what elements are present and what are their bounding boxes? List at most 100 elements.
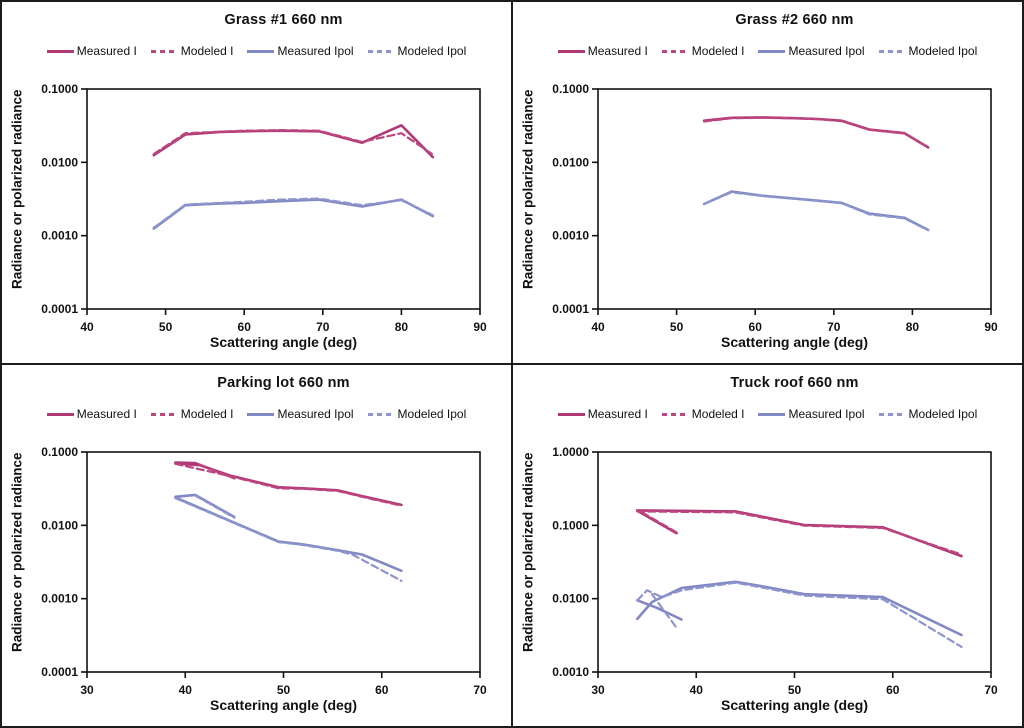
x-tick-label: 60 — [749, 320, 763, 334]
dashed-line-swatch — [367, 49, 395, 53]
legend-item: Measured I — [46, 407, 137, 421]
y-tick-label: 0.0100 — [552, 155, 589, 169]
x-tick-label: 80 — [395, 320, 409, 334]
y-tick-label: 0.1000 — [552, 82, 589, 96]
dashed-line-swatch — [661, 49, 689, 53]
legend-item: Modeled I — [661, 44, 745, 58]
solid-line-swatch — [247, 412, 275, 416]
plot-box — [597, 88, 992, 310]
legend-label: Modeled Ipol — [908, 44, 978, 58]
solid-line-swatch — [758, 49, 786, 53]
plot-box — [86, 451, 481, 673]
legend-label: Measured I — [76, 407, 137, 421]
x-tick-label: 90 — [984, 320, 998, 334]
x-tick-label: 60 — [238, 320, 252, 334]
x-tick-label: 50 — [159, 320, 173, 334]
legend: Measured I Modeled I Measured Ipol Modeled … — [2, 407, 511, 421]
legend-item: Modeled Ipol — [367, 44, 467, 58]
series-line-modeled-i — [198, 463, 236, 480]
x-tick-label: 90 — [473, 320, 487, 334]
chart-title: Grass #2 660 nm — [735, 12, 854, 28]
y-tick-label: 0.0001 — [41, 665, 78, 679]
legend: Measured I Modeled I Measured Ipol Modeled … — [513, 407, 1022, 421]
x-tick-label: 50 — [670, 320, 684, 334]
x-tick-label: 70 — [827, 320, 841, 334]
legend-label: Measured Ipol — [277, 44, 354, 58]
dashed-line-swatch — [661, 412, 689, 416]
solid-line-swatch — [758, 412, 786, 416]
legend-label: Modeled Ipol — [908, 407, 978, 421]
legend-item: Measured I — [557, 44, 648, 58]
x-tick-label: 40 — [591, 320, 605, 334]
plot-box — [597, 451, 992, 673]
x-tick-label: 50 — [788, 683, 802, 697]
series-line-modeled-ipol — [636, 581, 963, 648]
y-tick-label: 0.0010 — [552, 665, 589, 679]
y-tick-label: 0.0001 — [552, 302, 589, 316]
x-tick-label: 40 — [690, 683, 704, 697]
series-line-modeled-i — [641, 511, 678, 534]
y-tick-label: 0.0100 — [41, 155, 78, 169]
dashed-line-swatch — [878, 412, 906, 416]
legend-item: Measured Ipol — [247, 407, 354, 421]
series-line-modeled-i — [703, 116, 930, 149]
legend: Measured I Modeled I Measured Ipol Modeled … — [513, 44, 1022, 58]
plot-box — [86, 88, 481, 310]
x-tick-label: 40 — [80, 320, 94, 334]
panel-grass-2: Grass #2 660 nm Measured I Modeled I Measu… — [513, 2, 1022, 363]
legend-label: Measured I — [587, 44, 648, 58]
legend-item: Modeled I — [661, 407, 745, 421]
series-line-modeled-ipol — [650, 593, 678, 629]
dashed-line-swatch — [150, 49, 178, 53]
dashed-line-swatch — [367, 412, 395, 416]
y-tick-label: 0.0001 — [41, 302, 78, 316]
y-tick-label: 0.0010 — [552, 229, 589, 243]
legend-label: Modeled I — [691, 44, 745, 58]
series-line-measured-ipol — [174, 496, 403, 573]
legend-item: Measured Ipol — [758, 44, 865, 58]
series-line-measured-i — [636, 509, 963, 558]
dashed-line-swatch — [878, 49, 906, 53]
legend-label: Measured Ipol — [277, 407, 354, 421]
panel-parking-lot: Parking lot 660 nm Measured I Modeled I Me… — [2, 365, 511, 726]
y-tick-label: 0.0100 — [552, 592, 589, 606]
panel-grass-1: Grass #1 660 nm Measured I Modeled I Measu… — [2, 2, 511, 363]
legend-label: Measured I — [587, 407, 648, 421]
legend-label: Modeled Ipol — [397, 407, 467, 421]
series-line-measured-ipol — [636, 599, 683, 621]
series-line-modeled-ipol — [152, 197, 434, 229]
legend-item: Measured I — [46, 44, 137, 58]
legend-label: Modeled I — [691, 407, 745, 421]
legend-item: Measured Ipol — [247, 44, 354, 58]
x-axis-label: Scattering angle (deg) — [209, 697, 358, 713]
y-tick-label: 0.1000 — [552, 518, 589, 532]
x-tick-label: 40 — [179, 683, 193, 697]
y-tick-label: 0.1000 — [41, 445, 78, 459]
x-tick-label: 50 — [277, 683, 291, 697]
x-tick-label: 60 — [375, 683, 389, 697]
series-line-measured-ipol — [702, 190, 930, 232]
legend-item: Modeled I — [150, 44, 233, 58]
solid-line-swatch — [46, 49, 74, 53]
legend-label: Measured Ipol — [788, 44, 865, 58]
x-tick-label: 70 — [473, 683, 487, 697]
solid-line-swatch — [46, 412, 74, 416]
series-line-modeled-ipol — [703, 191, 930, 232]
series-line-modeled-ipol — [174, 496, 403, 582]
solid-line-swatch — [557, 412, 585, 416]
solid-line-swatch — [557, 49, 585, 53]
chart-title: Parking lot 660 nm — [217, 375, 350, 391]
legend-item: Measured I — [557, 407, 648, 421]
x-axis-label: Scattering angle (deg) — [720, 697, 869, 713]
y-tick-label: 1.0000 — [552, 445, 589, 459]
chart-title: Grass #1 660 nm — [224, 12, 343, 28]
y-tick-label: 0.0100 — [41, 518, 78, 532]
y-tick-label: 0.0010 — [41, 229, 78, 243]
x-tick-label: 30 — [80, 683, 94, 697]
legend-label: Modeled Ipol — [397, 44, 467, 58]
